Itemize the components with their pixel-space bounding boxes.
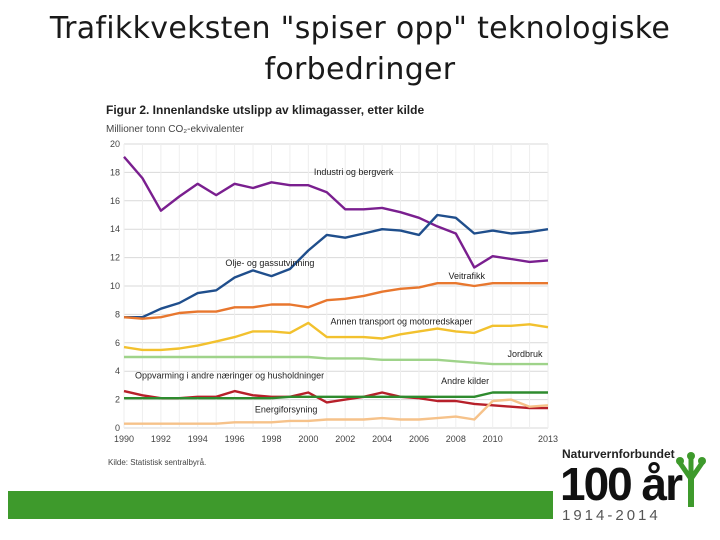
x-tick-label: 2000: [298, 434, 318, 444]
y-tick-label: 8: [115, 309, 120, 319]
x-tick-label: 1994: [188, 434, 208, 444]
chart-title: Figur 2. Innenlandske utslipp av klimaga…: [106, 103, 424, 117]
y-tick-label: 14: [110, 224, 120, 234]
series-line-jordbruk: [124, 355, 548, 366]
series-label-jordbruk: Jordbruk: [507, 349, 543, 359]
logo-organization: Naturvernforbundet: [562, 447, 675, 461]
anniversary-logo: Naturvernforbundet 100 år 1914-2014: [558, 447, 708, 525]
x-tick-label: 1992: [151, 434, 171, 444]
x-tick-label: 2004: [372, 434, 392, 444]
y-tick-label: 16: [110, 196, 120, 206]
y-tick-label: 0: [115, 423, 120, 433]
series-label-olje: Olje- og gassutvinning: [225, 258, 314, 268]
series-label-oppvarming: Oppvarming i andre næringer og husholdni…: [135, 370, 324, 380]
series-line-andre: [124, 391, 548, 400]
slide-title: Trafikkveksten "spiser opp" teknologiske…: [49, 11, 671, 87]
x-tick-label: 1990: [114, 434, 134, 444]
logo-anniversary: 100 år: [560, 458, 683, 510]
series-label-veitrafikk: Veitrafikk: [448, 271, 485, 281]
y-tick-label: 4: [115, 366, 120, 376]
y-tick-label: 6: [115, 338, 120, 348]
y-tick-label: 2: [115, 395, 120, 405]
chart-source: Kilde: Statistisk sentralbyrå.: [108, 458, 206, 467]
x-tick-label: 2013: [538, 434, 558, 444]
y-axis-label: Millioner tonn CO₂-ekvivalenter: [106, 124, 244, 135]
series-line-annen: [123, 321, 549, 352]
series-line-olje: [124, 213, 549, 319]
x-tick-label: 1996: [225, 434, 245, 444]
series-label-andre: Andre kilder: [441, 376, 489, 386]
series-label-energi: Energiforsyning: [255, 404, 318, 414]
x-tick-label: 2010: [483, 434, 503, 444]
tree-icon: [676, 452, 706, 507]
x-tick-label: 2008: [446, 434, 466, 444]
series-line-energi: [124, 398, 549, 425]
x-tick-label: 2006: [409, 434, 429, 444]
series-label-annen: Annen transport og motorredskaper: [330, 316, 472, 326]
series-label-industri: Industri og bergverk: [314, 167, 394, 177]
logo-years: 1914-2014: [562, 507, 661, 524]
x-tick-label: 1998: [261, 434, 281, 444]
green-footer-bar: [8, 491, 553, 519]
y-tick-label: 10: [110, 281, 120, 291]
y-tick-label: 18: [110, 167, 120, 177]
x-tick-label: 2002: [335, 434, 355, 444]
y-tick-label: 12: [110, 253, 120, 263]
series-line-industri: [123, 156, 549, 269]
series-line-veitrafikk: [123, 282, 548, 320]
y-tick-label: 20: [110, 139, 120, 149]
